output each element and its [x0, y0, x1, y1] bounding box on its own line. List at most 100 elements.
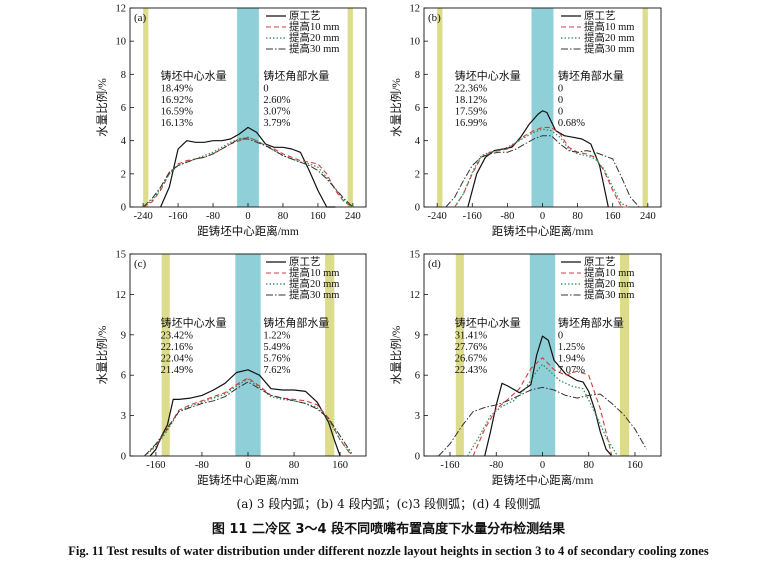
y-tick-label: 6 — [415, 103, 420, 114]
x-tick-label: -80 — [206, 211, 220, 222]
y-axis-label: 水量比例/% — [389, 78, 403, 137]
series-line — [484, 335, 613, 457]
center-water-value: 16.92% — [161, 95, 194, 106]
corner-water-value: 1.94% — [558, 354, 585, 365]
subcaption: (a) 3 段内弧；(b) 4 段内弧；(c)3 段侧弧；(d) 4 段侧弧 — [236, 497, 541, 511]
corner-water-title: 铸坯角部水量 — [263, 316, 329, 330]
corner-water-value: 0 — [558, 107, 563, 118]
x-axis-label: 距铸坯中心距离/mm — [197, 224, 299, 238]
corner-water-value: 5.76% — [263, 354, 290, 365]
x-tick-label: -240 — [428, 211, 447, 222]
x-tick-label: 80 — [289, 460, 300, 471]
band-yellow — [455, 254, 464, 456]
center-water-value: 27.76% — [455, 342, 488, 353]
x-tick-label: 80 — [278, 211, 289, 222]
corner-water-value: 0 — [558, 84, 563, 95]
y-tick-label: 9 — [415, 330, 420, 341]
y-tick-label: 3 — [121, 411, 126, 422]
band-cyan — [235, 254, 261, 456]
y-tick-label: 6 — [121, 371, 126, 382]
x-tick-label: -80 — [489, 460, 503, 471]
center-water-value: 21.49% — [161, 365, 194, 376]
band-yellow — [347, 8, 353, 207]
corner-water-value: 3.79% — [263, 118, 290, 129]
corner-water-value: 0.68% — [558, 118, 585, 129]
corner-water-value: 7.07% — [558, 365, 585, 376]
center-water-value: 18.49% — [161, 84, 194, 95]
y-tick-label: 15 — [410, 250, 421, 261]
chart-panel: -160 -80 0 80 160 0 3 6 9 12 15 距铸坯中心距离/mm 水量比例/% (d)… — [389, 250, 662, 487]
chart-panel: -240 -160 -80 0 80 160 240 0 2 4 6 8 10 12 距铸坯中心距离/mm 水… — [389, 4, 662, 238]
y-tick-label: 4 — [121, 136, 127, 147]
x-tick-label: 0 — [540, 460, 545, 471]
legend-entry: 原工艺 — [584, 256, 616, 268]
panel-label: (d) — [428, 258, 441, 270]
x-tick-label: 80 — [583, 460, 594, 471]
series-line — [454, 128, 631, 208]
legend-entry: 提高20 mm — [584, 277, 634, 290]
legend-entry: 提高20 mm — [289, 277, 339, 290]
x-tick-label: -80 — [195, 460, 209, 471]
figure-panels: -240 -160 -80 0 80 160 240024681012距铸坯中心距离/mm水… — [95, 4, 662, 487]
legend-entry: 提高30 mm — [289, 288, 339, 301]
x-tick-label: 160 — [332, 460, 348, 471]
center-water-value: 22.43% — [455, 365, 488, 376]
center-water-value: 22.36% — [455, 84, 488, 95]
center-water-title: 铸坯中心水量 — [161, 69, 227, 83]
center-water-value: 16.99% — [455, 118, 488, 129]
x-tick-label: 0 — [245, 211, 250, 222]
legend-entry: 提高30 mm — [584, 42, 634, 55]
y-tick-label: 10 — [116, 37, 127, 48]
legend-entry: 提高30 mm — [584, 288, 634, 301]
x-tick-label: -160 — [463, 211, 482, 222]
y-tick-label: 0 — [415, 203, 420, 214]
x-axis-label: 距铸坯中心距离/mm — [492, 224, 594, 238]
y-tick-label: 0 — [415, 452, 420, 463]
series-line — [144, 381, 353, 457]
center-water-value: 22.16% — [161, 342, 194, 353]
corner-water-title: 铸坯角部水量 — [558, 69, 624, 83]
band-cyan — [531, 8, 554, 207]
legend-entry: 原工艺 — [584, 10, 616, 22]
series-line — [142, 138, 354, 208]
series-line — [142, 136, 354, 208]
series-line — [149, 369, 341, 457]
x-tick-label: 160 — [627, 460, 643, 471]
x-tick-label: -160 — [168, 211, 187, 222]
legend-entry: 原工艺 — [289, 256, 321, 268]
legend-entry: 原工艺 — [289, 10, 321, 22]
y-tick-label: 12 — [410, 4, 421, 15]
legend-entry: 提高30 mm — [289, 42, 339, 55]
y-axis-label: 水量比例/% — [389, 325, 403, 384]
center-water-title: 铸坯中心水量 — [455, 69, 521, 83]
corner-water-value: 1.25% — [558, 342, 585, 353]
legend-entry: 提高20 mm — [584, 31, 634, 44]
series-line — [445, 135, 640, 208]
panel-label: (b) — [428, 12, 441, 24]
band-cyan — [237, 8, 259, 207]
y-tick-label: 6 — [121, 103, 126, 114]
x-axis-label: 距铸坯中心距离/mm — [492, 473, 594, 487]
center-water-value: 23.42% — [161, 331, 194, 342]
band-yellow — [161, 254, 170, 456]
legend-entry: 提高10 mm — [289, 20, 339, 33]
y-tick-label: 0 — [121, 452, 126, 463]
band-yellow — [143, 8, 149, 207]
corner-water-value: 2.60% — [263, 95, 290, 106]
caption-zh: 图 11 二冷区 3～4 段不同喷嘴布置高度下水量分布检测结果 — [211, 522, 566, 537]
y-tick-label: 4 — [415, 136, 421, 147]
y-tick-label: 8 — [121, 70, 126, 81]
y-tick-label: 2 — [121, 169, 126, 180]
corner-water-value: 7.62% — [263, 365, 290, 376]
corner-water-value: 5.49% — [263, 342, 290, 353]
y-tick-label: 2 — [415, 169, 420, 180]
legend-entry: 提高10 mm — [289, 266, 339, 279]
panel-label: (a) — [134, 12, 147, 24]
y-tick-label: 8 — [415, 70, 420, 81]
corner-water-value: 0 — [558, 95, 563, 106]
legend-entry: 提高10 mm — [584, 266, 634, 279]
legend-entry: 提高20 mm — [289, 31, 339, 44]
y-tick-label: 15 — [116, 250, 127, 261]
x-tick-label: -160 — [146, 460, 165, 471]
x-tick-label: 240 — [640, 211, 656, 222]
